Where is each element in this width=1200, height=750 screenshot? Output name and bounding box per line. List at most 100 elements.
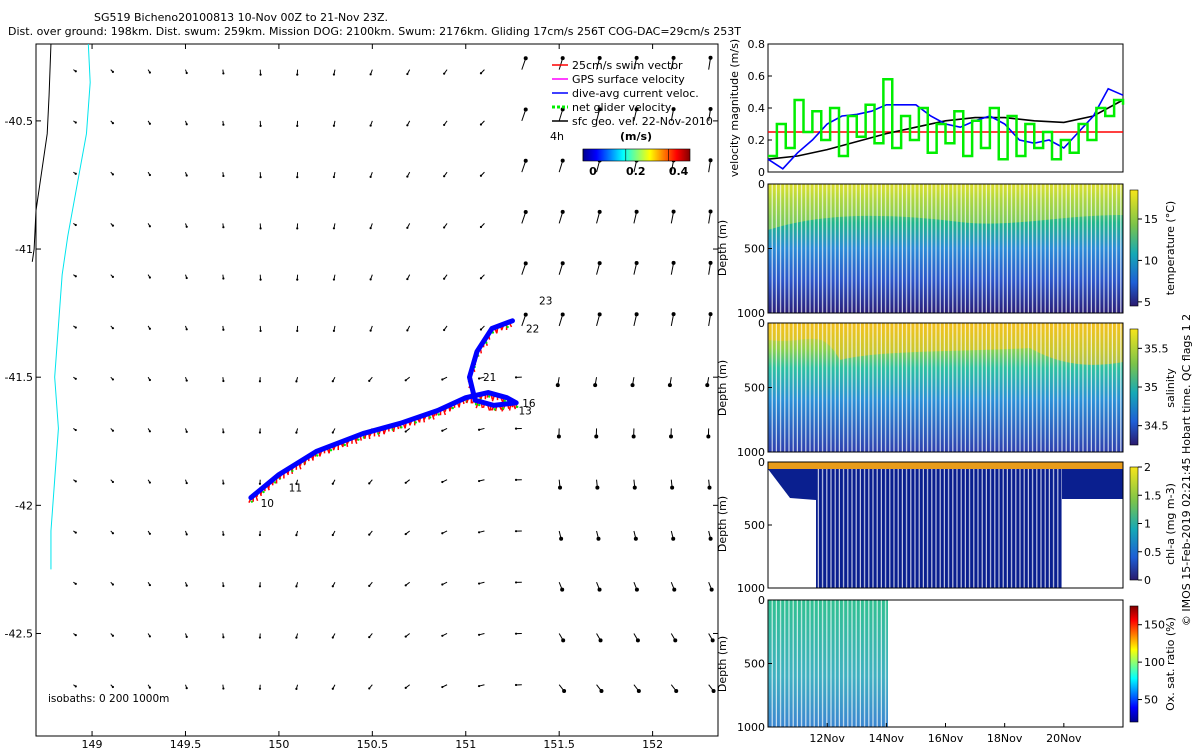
current-arrow-head: [331, 482, 334, 485]
current-arrow-head: [148, 225, 151, 228]
current-arrow-head: [477, 684, 481, 688]
current-arrow-head: [368, 482, 371, 485]
current-arrow: [521, 263, 527, 275]
current-arrow-head: [148, 276, 151, 279]
current-arrow-head: [406, 277, 409, 281]
current-arrow-head: [258, 533, 262, 537]
current-arrow-head: [597, 261, 602, 266]
map-x-tick-label: 151.5: [543, 738, 575, 750]
cbar-tick-label: 2: [1144, 461, 1151, 474]
depth-tick-label: 1000: [737, 446, 765, 459]
current-arrow-head: [404, 584, 407, 587]
current-arrow-head: [148, 686, 151, 689]
current-arrow-head: [74, 531, 77, 534]
cbar-tick-label: 0: [1144, 574, 1151, 587]
current-arrow-head: [258, 585, 262, 588]
cbar-tick-label: 35.5: [1144, 342, 1169, 355]
current-arrow-head: [708, 260, 713, 265]
current-arrow-head: [667, 383, 672, 388]
current-arrow-head: [556, 434, 561, 439]
current-arrow-head: [634, 107, 639, 112]
chla-surface-band: [768, 462, 1123, 469]
current-arrow: [596, 211, 601, 224]
current-arrow-head: [185, 276, 188, 280]
velocity-panel: 0 0.2 0.4 0.6 0.8 velocity magnitude (m/s): [728, 38, 1125, 179]
speed-cbar-tick-label: 0.2: [626, 165, 646, 178]
current-arrow-head: [368, 379, 371, 382]
current-arrow-head: [595, 485, 600, 490]
current-arrow-head: [479, 72, 483, 75]
current-arrow-head: [148, 122, 151, 125]
velocity-y-tick-label: 0.4: [748, 102, 766, 115]
current-arrow-head: [369, 278, 372, 281]
depth-tick-label: 0: [758, 317, 765, 330]
current-arrow-head: [295, 585, 298, 588]
net-velocity-dot: [400, 426, 403, 429]
current-arrow-head: [558, 485, 563, 490]
current-arrow-head: [443, 123, 446, 127]
current-arrow-head: [443, 226, 446, 229]
current-arrow-head: [111, 275, 115, 279]
current-arrow-head: [222, 277, 225, 280]
current-arrow-head: [708, 209, 713, 214]
current-arrow-head: [597, 587, 602, 592]
velocity-y-ticks: 0 0.2 0.4 0.6 0.8: [748, 38, 772, 179]
current-arrow-head: [111, 480, 115, 484]
depth-tick-label: 0: [758, 456, 765, 469]
legend: 25cm/s swim vector GPS surface velocity …: [552, 59, 713, 128]
current-arrow-head: [477, 531, 481, 534]
current-arrow-head: [332, 329, 336, 332]
map-y-tick-label: -41: [15, 243, 33, 256]
current-arrow-head: [708, 312, 713, 317]
current-arrow-head: [671, 260, 676, 265]
depth-tick-label: 1000: [737, 721, 765, 734]
current-arrow-head: [479, 174, 483, 177]
speed-cbar-tick-label: 0: [589, 165, 597, 178]
current-arrow-head: [148, 430, 151, 433]
legend-dac: dive-avg current veloc.: [552, 87, 699, 100]
map-y-tick-label: -42: [15, 499, 33, 512]
map-x-tick-label: 152: [642, 738, 663, 750]
colorbar-units: (m/s): [620, 130, 652, 143]
current-arrow-head: [111, 532, 115, 535]
map-y-tick-label: -41.5: [5, 371, 33, 384]
depth-tick-label: 500: [744, 519, 765, 532]
current-arrow-head: [523, 261, 528, 266]
velocity-frame: [767, 43, 1124, 173]
legend-geo-label: sfc geo. vel. 22-Nov-2010: [572, 115, 713, 128]
current-arrow-head: [295, 380, 298, 383]
current-arrow-head: [74, 685, 77, 688]
current-arrow-head: [596, 536, 601, 541]
current-arrow-head: [258, 431, 262, 434]
chla-panel: 0 500 1000 Depth (m) 0 0.5 1 1.5 2 chl-a (mg m…: [716, 456, 1177, 595]
current-arrow-head: [559, 536, 564, 541]
speed-cbar-tick-label: 0.4: [669, 165, 689, 178]
current-arrow-head: [634, 55, 639, 60]
current-arrow-head: [222, 533, 225, 536]
chla-cbar-label: chl-a (mg m-3): [1164, 483, 1177, 565]
title-line-2: Dist. over ground: 198km. Dist. swum: 25…: [8, 25, 741, 38]
depth-tick-label: 1000: [737, 307, 765, 320]
map-y-ticks: -40.5 -41 -41.5 -42 -42.5: [5, 115, 718, 640]
temperature-profile-stripes: [768, 184, 1123, 313]
current-arrow-head: [477, 633, 481, 636]
title-line-1: SG519 Bicheno20100813 10-Nov 00Z to 21-N…: [94, 11, 388, 24]
current-arrow-head: [560, 312, 565, 317]
oxygen-colorbar-ticks: 50 100 150: [1138, 619, 1165, 707]
current-arrow-head: [332, 278, 336, 281]
map-x-tick-label: 149: [82, 738, 103, 750]
current-arrow-head: [295, 636, 298, 639]
current-arrow-head: [636, 689, 641, 694]
velocity-series: [767, 77, 1125, 170]
current-arrow-head: [185, 584, 188, 587]
current-arrow-head: [523, 107, 528, 112]
current-arrow-head: [332, 73, 336, 76]
current-arrow-head: [74, 633, 77, 637]
current-arrow-head: [111, 685, 115, 689]
current-arrow-head: [111, 429, 115, 432]
legend-swim-label: 25cm/s swim vector: [572, 59, 683, 72]
current-arrow-head: [404, 430, 407, 433]
current-arrow-head: [555, 383, 560, 388]
current-arrow-head: [259, 124, 262, 127]
current-arrow: [521, 314, 527, 327]
